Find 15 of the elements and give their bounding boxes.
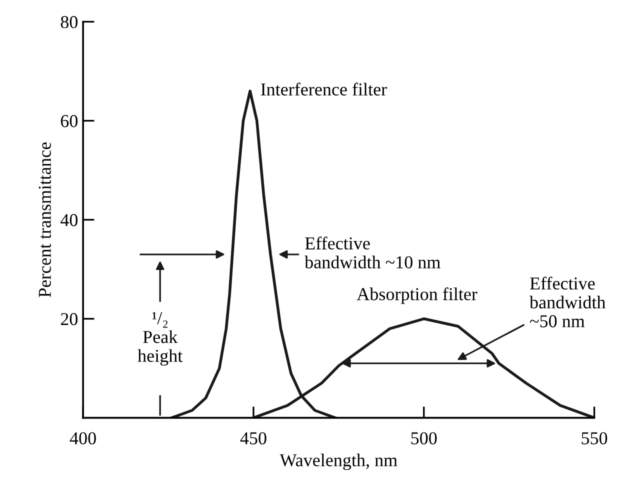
x-tick-label: 550: [582, 432, 608, 444]
series-label: Absorption filter: [356, 287, 478, 304]
y-tick-label: 40: [60, 214, 78, 226]
x-axis-title: Wavelength, nm: [280, 454, 398, 470]
y-axis-title: Percent transmittance: [38, 142, 51, 298]
series-label: Interference filter: [260, 82, 387, 96]
y-tick-label: 80: [60, 16, 78, 28]
y-tick-label: 60: [60, 115, 78, 128]
x-tick-label: 500: [411, 432, 437, 444]
x-tick-label: 400: [70, 432, 96, 444]
annotation: ¹/₂ Peak height: [138, 312, 183, 366]
annotation: Effective bandwidth ~10 nm: [304, 236, 440, 268]
y-tick-label: 20: [60, 313, 78, 326]
annotation: Effective bandwidth ~50 nm: [530, 276, 606, 328]
x-tick-label: 450: [240, 432, 266, 444]
